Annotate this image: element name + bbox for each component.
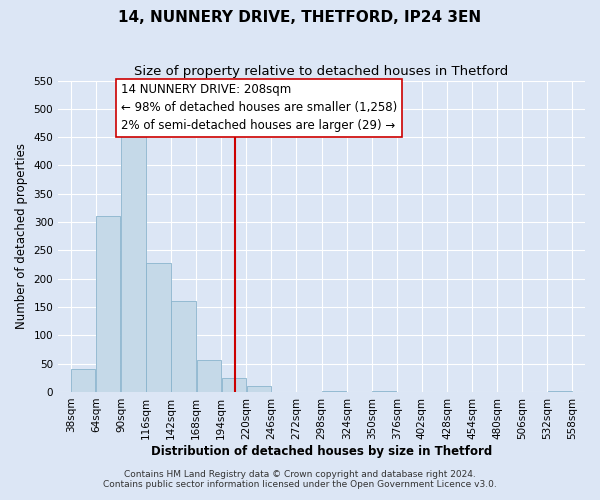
Bar bbox=[322, 391, 346, 392]
Text: Contains HM Land Registry data © Crown copyright and database right 2024.: Contains HM Land Registry data © Crown c… bbox=[124, 470, 476, 479]
Bar bbox=[197, 360, 221, 392]
Text: 14 NUNNERY DRIVE: 208sqm
← 98% of detached houses are smaller (1,258)
2% of semi: 14 NUNNERY DRIVE: 208sqm ← 98% of detach… bbox=[121, 84, 397, 132]
Bar bbox=[96, 216, 121, 392]
Bar bbox=[146, 263, 170, 392]
Bar bbox=[221, 378, 246, 392]
Text: 14, NUNNERY DRIVE, THETFORD, IP24 3EN: 14, NUNNERY DRIVE, THETFORD, IP24 3EN bbox=[118, 10, 482, 25]
Bar bbox=[121, 134, 146, 392]
Y-axis label: Number of detached properties: Number of detached properties bbox=[15, 144, 28, 330]
Title: Size of property relative to detached houses in Thetford: Size of property relative to detached ho… bbox=[134, 65, 509, 78]
X-axis label: Distribution of detached houses by size in Thetford: Distribution of detached houses by size … bbox=[151, 444, 492, 458]
Bar bbox=[247, 386, 271, 392]
Bar bbox=[172, 302, 196, 392]
Text: Contains public sector information licensed under the Open Government Licence v3: Contains public sector information licen… bbox=[103, 480, 497, 489]
Bar bbox=[71, 370, 95, 392]
